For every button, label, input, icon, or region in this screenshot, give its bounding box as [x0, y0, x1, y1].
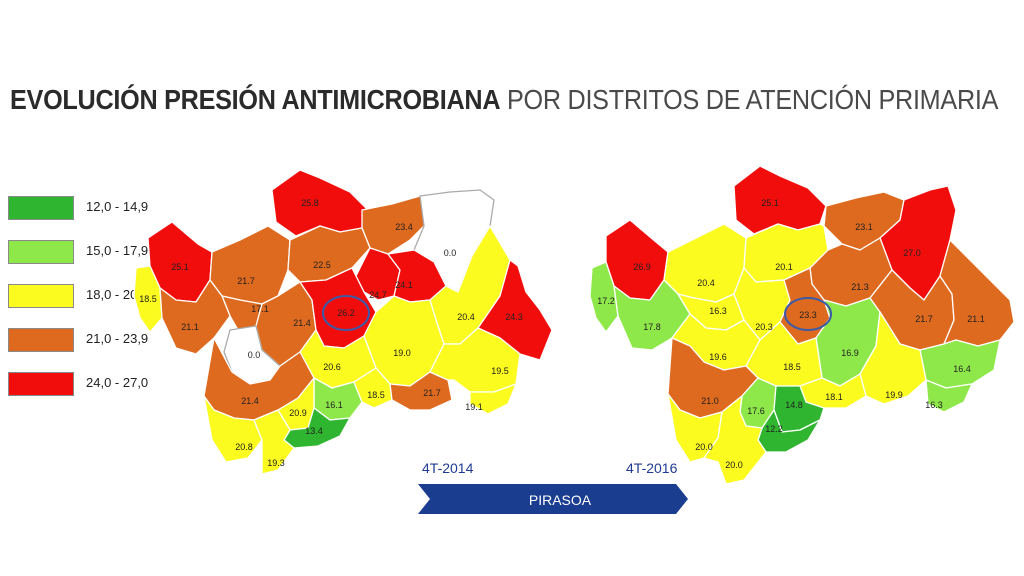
district-value: 16.9	[841, 348, 859, 358]
district-value: 18.1	[825, 392, 843, 402]
district-region	[133, 265, 163, 333]
district-value: 18.5	[367, 390, 385, 400]
district-value: 20.4	[697, 278, 715, 288]
title-bold: EVOLUCIÓN PRESIÓN ANTIMICROBIANA	[10, 84, 501, 115]
district-value: 16.3	[709, 306, 727, 316]
district-value: 20.6	[323, 362, 341, 372]
legend-label: 21,0 - 23,9	[86, 331, 149, 346]
district-region	[939, 239, 1015, 347]
program-label: PIRASOA	[528, 492, 592, 508]
district-value: 20.0	[725, 460, 743, 470]
district-value: 24.1	[395, 280, 413, 290]
title-light: POR DISTRITOS DE ATENCIÓN PRIMARIA	[506, 84, 999, 115]
district-value: 21.7	[423, 388, 441, 398]
district-value: 14.8	[785, 400, 803, 410]
district-value: 21.3	[851, 282, 869, 292]
district-region	[287, 225, 371, 283]
district-value: 17.1	[251, 304, 269, 314]
legend-swatch	[8, 240, 74, 264]
district-value: 16.1	[325, 400, 343, 410]
district-value: 0.0	[444, 248, 457, 258]
district-value: 25.8	[301, 198, 319, 208]
district-region	[589, 261, 619, 333]
district-value: 23.3	[799, 310, 817, 320]
district-value: 26.9	[633, 262, 651, 272]
district-region	[859, 311, 927, 405]
district-region	[159, 279, 231, 355]
district-value: 22.5	[313, 260, 331, 270]
page-title: EVOLUCIÓN PRESIÓN ANTIMICROBIANA POR DIS…	[10, 84, 998, 116]
district-value: 16.3	[925, 400, 943, 410]
district-region	[477, 259, 553, 361]
district-value: 23.4	[395, 222, 413, 232]
map-2016: 25.1 23.1 27.0 26.9 20.4 20.1 17.2 17.8 …	[589, 165, 1015, 485]
district-value: 21.1	[181, 322, 199, 332]
legend-swatch	[8, 196, 74, 220]
district-value: 17.6	[747, 406, 765, 416]
legend-label: 12,0 - 14,9	[86, 199, 149, 214]
district-value: 26.2	[337, 308, 355, 318]
legend-label: 15,0 - 17,9	[86, 243, 149, 258]
district-value: 23.1	[855, 222, 873, 232]
district-value: 19.9	[885, 390, 903, 400]
district-value: 21.7	[915, 314, 933, 324]
district-value: 21.1	[967, 314, 985, 324]
highlight-circle	[322, 295, 370, 331]
legend-swatch	[8, 284, 74, 308]
district-value: 21.0	[701, 396, 719, 406]
district-value: 18.5	[783, 362, 801, 372]
map-2014: 25.8 23.4 0.0 25.1 21.7 22.5 24.7 24.1 1…	[133, 169, 553, 475]
district-value: 12.2	[765, 424, 783, 434]
period-label-2016: 4T-2016	[626, 460, 678, 476]
district-value: 25.1	[761, 198, 779, 208]
district-value: 16.4	[953, 364, 971, 374]
district-value: 24.3	[505, 312, 523, 322]
district-value: 21.4	[293, 318, 311, 328]
period-label-2014: 4T-2014	[422, 460, 474, 476]
district-value: 25.1	[171, 262, 189, 272]
legend-swatch	[8, 372, 74, 396]
district-value: 13.4	[305, 426, 323, 436]
district-region	[469, 383, 517, 415]
district-value: 19.3	[267, 458, 285, 468]
district-value: 20.0	[695, 442, 713, 452]
district-value: 17.8	[643, 322, 661, 332]
district-value: 19.6	[709, 352, 727, 362]
district-value: 17.2	[597, 296, 615, 306]
highlight-circle	[784, 297, 832, 331]
district-value: 27.0	[903, 248, 921, 258]
district-region	[733, 165, 827, 235]
district-value: 20.9	[289, 408, 307, 418]
district-region	[253, 409, 295, 475]
district-value: 20.8	[235, 442, 253, 452]
district-region	[703, 395, 767, 485]
district-value: 24.7	[369, 290, 387, 300]
district-value: 21.7	[237, 276, 255, 286]
district-value: 20.4	[457, 312, 475, 322]
district-value: 0.0	[248, 350, 261, 360]
district-region	[663, 223, 747, 303]
legend-label: 24,0 - 27,0	[86, 375, 149, 390]
district-value: 18.5	[139, 294, 157, 304]
district-value: 21.4	[241, 396, 259, 406]
district-value: 19.1	[465, 402, 483, 412]
district-region	[925, 379, 973, 413]
legend-swatch	[8, 328, 74, 352]
pirasoa-arrow	[418, 484, 688, 514]
legend-label: 18,0 - 20,9	[86, 287, 149, 302]
district-value: 20.3	[755, 322, 773, 332]
district-region	[209, 225, 291, 305]
district-value: 19.0	[393, 348, 411, 358]
district-value: 19.5	[491, 366, 509, 376]
district-value: 20.1	[775, 262, 793, 272]
